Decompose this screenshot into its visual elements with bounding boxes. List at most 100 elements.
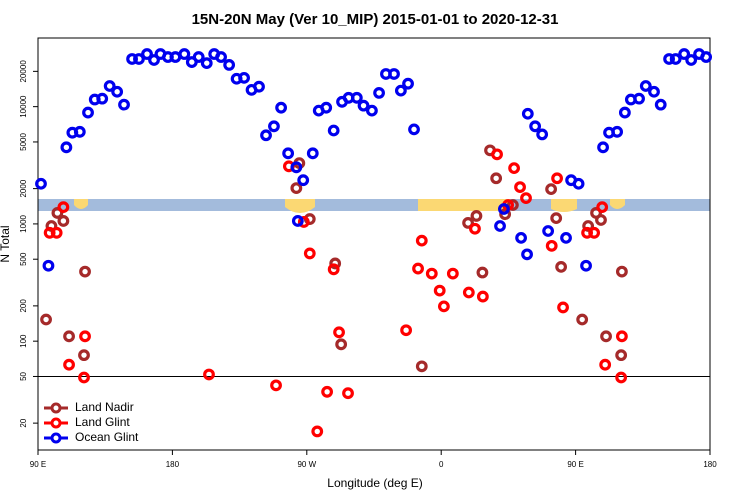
point: [669, 53, 682, 65]
point: [42, 259, 55, 272]
point: [597, 141, 609, 154]
point: [494, 220, 506, 232]
legend-swatch: [50, 402, 62, 414]
point: [366, 104, 378, 117]
point: [388, 68, 400, 80]
point: [515, 231, 527, 244]
point: [178, 48, 191, 60]
legend-label: Land Nadir: [75, 400, 134, 414]
point: [462, 286, 475, 299]
y-tick-label: 5000: [19, 133, 28, 151]
y-tick-label: 50: [19, 371, 28, 380]
point: [469, 222, 481, 235]
land-ocean-strip: [38, 199, 710, 213]
point: [551, 172, 563, 185]
point: [290, 161, 303, 174]
point: [514, 181, 526, 194]
point: [506, 199, 519, 211]
point: [415, 360, 428, 373]
point: [582, 220, 595, 232]
point: [103, 80, 116, 92]
chart-title: 15N-20N May (Ver 10_MIP) 2015-01-01 to 2…: [192, 11, 559, 28]
point: [437, 300, 450, 313]
point: [470, 210, 483, 222]
point: [476, 290, 489, 303]
point: [555, 260, 568, 273]
point: [599, 358, 612, 371]
point: [357, 99, 370, 112]
point: [476, 266, 489, 279]
y-tick-label: 500: [19, 252, 28, 266]
point: [96, 92, 109, 105]
point: [133, 53, 145, 65]
point: [118, 98, 130, 111]
point: [329, 257, 342, 270]
point: [51, 207, 64, 219]
point: [615, 371, 628, 384]
point: [192, 51, 205, 63]
point: [306, 147, 319, 160]
point: [63, 330, 75, 343]
point: [678, 48, 691, 60]
point: [270, 379, 282, 392]
y-tick-label: 20000: [19, 60, 28, 83]
y-tick-label: 1000: [19, 214, 28, 232]
point: [425, 267, 438, 280]
point: [335, 338, 348, 351]
point: [576, 313, 589, 326]
legend-label: Ocean Glint: [75, 430, 139, 444]
point: [520, 192, 532, 205]
point: [60, 141, 73, 154]
y-axis-label: N Total: [0, 225, 12, 262]
point: [320, 101, 333, 114]
point: [663, 53, 675, 65]
point: [40, 313, 52, 326]
point: [685, 54, 698, 66]
point: [200, 57, 213, 70]
point: [412, 262, 424, 275]
point: [600, 330, 612, 343]
point: [291, 215, 304, 227]
point: [57, 215, 70, 227]
x-tick-label: 90 E: [567, 460, 583, 469]
point: [311, 425, 324, 438]
point: [78, 349, 90, 362]
point: [79, 330, 91, 343]
point: [545, 239, 558, 252]
point: [542, 225, 555, 237]
point: [491, 148, 503, 161]
x-axis-label: Longitude (deg E): [327, 476, 422, 490]
point: [169, 51, 182, 63]
y-tick-label: 10000: [19, 95, 28, 118]
point: [321, 385, 334, 398]
point: [215, 51, 227, 63]
y-tick-label: 2000: [19, 179, 28, 197]
point: [82, 106, 94, 119]
point: [615, 330, 628, 343]
point: [700, 51, 713, 63]
point: [141, 48, 153, 60]
point: [648, 85, 660, 98]
point: [35, 177, 47, 190]
point: [268, 120, 280, 133]
point: [508, 162, 520, 175]
point: [550, 212, 563, 225]
x-tick-label: 0: [439, 460, 444, 469]
point: [596, 201, 609, 214]
point: [394, 84, 407, 97]
point: [148, 54, 160, 66]
point: [111, 85, 124, 98]
point: [521, 107, 534, 120]
x-tick-label: 90 W: [297, 460, 316, 469]
point: [633, 92, 645, 105]
point: [303, 247, 316, 260]
point: [333, 326, 345, 339]
legend-swatch: [50, 432, 62, 444]
point: [203, 368, 215, 381]
point: [615, 349, 628, 362]
point: [572, 177, 585, 190]
point: [446, 267, 459, 280]
point: [63, 358, 75, 371]
point: [327, 263, 340, 276]
